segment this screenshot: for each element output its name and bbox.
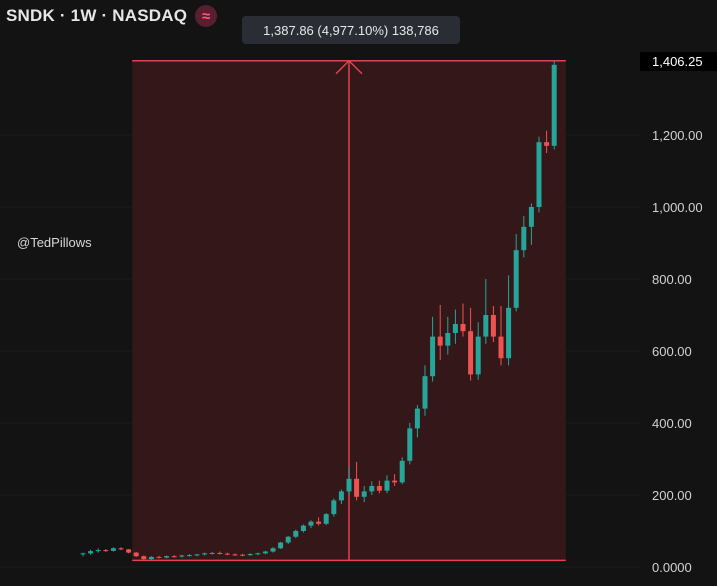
candle-body xyxy=(110,548,116,551)
candle-body xyxy=(316,521,322,524)
price-tick-label: 1,200.00 xyxy=(652,128,703,143)
candle-body xyxy=(536,142,542,207)
candle-body xyxy=(278,542,284,549)
measure-tooltip: 1,387.86 (4,977.10%) 138,786 xyxy=(242,16,460,44)
symbol-title[interactable]: SNDK · 1W · NASDAQ xyxy=(6,6,188,25)
candle-body xyxy=(293,531,299,537)
last-price-marker xyxy=(640,52,717,71)
wave-icon[interactable]: ≈ xyxy=(195,5,218,27)
candle-body xyxy=(521,226,527,251)
candle-body xyxy=(240,554,246,556)
candle-body xyxy=(361,491,367,497)
candle-body xyxy=(308,521,314,526)
candle-body xyxy=(323,514,329,524)
candle-body xyxy=(186,555,192,557)
price-tick-label: 1,000.00 xyxy=(652,200,703,215)
candle-body xyxy=(164,556,170,558)
candle-body xyxy=(270,548,276,552)
price-tick-label: 400.00 xyxy=(652,416,692,431)
candle-body xyxy=(285,536,291,543)
candle-body xyxy=(80,553,86,555)
candle-body xyxy=(156,556,162,558)
watermark: @TedPillows xyxy=(17,235,92,250)
candle-body xyxy=(171,556,177,558)
candle-body xyxy=(133,552,139,557)
last-price-label: 1,406.25 xyxy=(652,54,703,69)
candle-body xyxy=(551,64,557,146)
candle-body xyxy=(224,553,230,555)
candle-body xyxy=(475,336,481,375)
candle-body xyxy=(452,324,458,333)
candle-body xyxy=(118,548,124,550)
candle-body xyxy=(376,486,382,491)
candle-body xyxy=(202,553,208,555)
candle-body xyxy=(255,553,261,555)
candle-body xyxy=(179,555,185,557)
candle-body xyxy=(414,408,420,429)
candle-body xyxy=(544,142,550,146)
candle-body xyxy=(483,315,489,337)
candle-body xyxy=(346,478,352,492)
candle-body xyxy=(209,552,215,554)
candle-body xyxy=(354,478,360,497)
candle-body xyxy=(437,336,443,346)
price-axis[interactable]: 0.0000 200.00 400.00 600.00 800.00 1,000.00 1,… xyxy=(652,128,703,575)
candle-body xyxy=(88,551,94,554)
candle-body xyxy=(232,554,238,556)
price-tick-label: 800.00 xyxy=(652,272,692,287)
candle-body xyxy=(148,556,154,560)
candle-body xyxy=(247,554,253,556)
candle-body xyxy=(103,550,109,552)
candle-body xyxy=(513,250,519,308)
candle-body xyxy=(422,376,428,409)
candle-body xyxy=(460,324,466,332)
candle-body xyxy=(399,460,405,483)
candle-body xyxy=(126,549,132,553)
candle-body xyxy=(498,336,504,359)
candle-body xyxy=(468,331,474,375)
candle-body xyxy=(506,307,512,359)
candle-body xyxy=(141,556,147,560)
candle-body xyxy=(338,491,344,501)
candle-body xyxy=(407,428,413,461)
price-tick-label: 600.00 xyxy=(652,344,692,359)
candle-body xyxy=(392,480,398,483)
candle-body xyxy=(445,333,451,346)
measure-arrow-head xyxy=(335,59,363,75)
candle-body xyxy=(262,551,268,554)
candle-body xyxy=(194,554,200,556)
candle-body xyxy=(217,552,223,554)
candle-body xyxy=(331,500,337,515)
candle-body xyxy=(490,315,496,337)
chart-header: SNDK · 1W · NASDAQ ≈ xyxy=(6,4,218,28)
candle-body xyxy=(528,207,534,227)
price-tick-label: 200.00 xyxy=(652,488,692,503)
candle-body xyxy=(300,525,306,531)
candle-body xyxy=(369,486,375,492)
candle-body xyxy=(95,550,101,552)
candle-body xyxy=(384,480,390,491)
price-tick-label: 0.0000 xyxy=(652,560,692,575)
candles xyxy=(80,60,557,561)
candle-body xyxy=(430,336,436,377)
